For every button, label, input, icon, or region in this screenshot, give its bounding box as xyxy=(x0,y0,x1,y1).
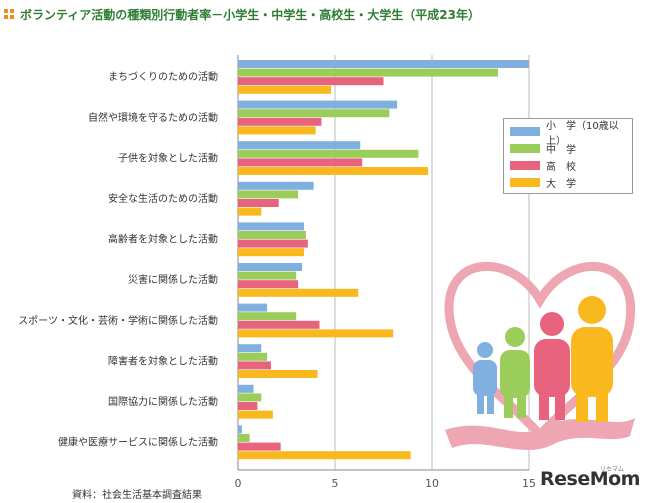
high-school-student-icon xyxy=(534,312,570,420)
legend-swatch-elementary xyxy=(510,127,540,136)
bars xyxy=(238,60,529,460)
title-row: ボランティア活動の種類別行動者率－小学生・中学生・高校生・大学生（平成23年） xyxy=(4,4,480,24)
chart-title: ボランティア活動の種類別行動者率－小学生・中学生・高校生・大学生（平成23年） xyxy=(20,7,480,22)
bar xyxy=(238,361,271,370)
elementary-child-icon xyxy=(473,342,497,414)
bar xyxy=(238,248,304,257)
bar xyxy=(238,320,320,329)
bar xyxy=(238,384,254,393)
bar xyxy=(238,68,498,77)
bar xyxy=(238,222,304,231)
bar xyxy=(238,303,268,312)
category-label: 障害者を対象とした活動 xyxy=(108,354,218,367)
category-label: 健康や医療サービスに関係した活動 xyxy=(58,436,218,449)
bar xyxy=(238,109,390,118)
bar xyxy=(238,231,306,239)
bar xyxy=(238,329,394,338)
bar xyxy=(238,271,297,280)
category-label: 高齢者を対象とした活動 xyxy=(108,233,218,246)
legend-label: 中 学 xyxy=(546,145,576,156)
bar xyxy=(238,199,279,207)
x-tick-label: 0 xyxy=(235,477,242,490)
legend-label: 小 学（10歳以上） xyxy=(546,120,619,147)
bar xyxy=(238,352,268,361)
bar xyxy=(238,239,308,248)
category-label: スポーツ・文化・芸術・学術に関係した活動 xyxy=(18,314,218,327)
bar xyxy=(238,402,258,410)
bar xyxy=(238,344,262,353)
x-tick-label: 5 xyxy=(332,477,339,490)
legend-swatch-junior-high xyxy=(510,144,540,153)
bar xyxy=(238,77,384,86)
bar xyxy=(238,60,529,68)
x-tick-label: 10 xyxy=(425,477,439,490)
legend-label: 高 校 xyxy=(546,162,576,173)
bar xyxy=(238,181,314,190)
legend-item: 中 学 xyxy=(510,140,626,157)
family-heart-illustration xyxy=(444,261,636,450)
junior-high-child-icon xyxy=(500,327,530,418)
title-marker-icon xyxy=(4,9,14,19)
bar xyxy=(238,393,262,402)
category-label: 災害に関係した活動 xyxy=(128,273,218,286)
bar xyxy=(238,190,299,199)
bar xyxy=(238,141,361,150)
legend-item: 小 学（10歳以上） xyxy=(510,121,626,147)
bar xyxy=(238,85,332,94)
bar xyxy=(238,280,299,289)
logo-ruby: リセマム xyxy=(600,466,625,473)
university-student-icon xyxy=(571,296,613,422)
bar xyxy=(238,425,242,434)
resemom-logo: ReseMom xyxy=(540,468,640,490)
source-note: 資料：社会生活基本調査結果 xyxy=(72,490,202,501)
bar xyxy=(238,312,297,321)
legend-swatch-high-school xyxy=(510,161,540,170)
category-label: 子供を対象とした活動 xyxy=(118,151,218,164)
bar xyxy=(238,126,316,135)
bar xyxy=(238,207,262,216)
bar xyxy=(238,370,318,378)
bar xyxy=(238,100,398,109)
bar xyxy=(238,451,411,460)
legend: 小 学（10歳以上） 中 学 高 校 大 学 xyxy=(503,118,633,194)
bar xyxy=(238,410,273,419)
category-labels: まちづくりのための活動自然や環境を守るための活動子供を対象とした活動安全な生活の… xyxy=(18,70,218,448)
bar xyxy=(238,158,363,167)
category-label: 自然や環境を守るための活動 xyxy=(88,111,218,124)
bar xyxy=(238,167,429,175)
bar xyxy=(238,288,359,297)
category-label: まちづくりのための活動 xyxy=(108,70,218,83)
ribbon-tail-icon xyxy=(445,418,635,450)
bar xyxy=(238,263,303,271)
legend-label: 大 学 xyxy=(546,179,576,190)
legend-swatch-university xyxy=(510,178,540,187)
bar xyxy=(238,117,322,126)
category-label: 国際協力に関係した活動 xyxy=(108,395,218,408)
legend-item: 大 学 xyxy=(510,174,626,191)
bar xyxy=(238,434,250,442)
legend-item: 高 校 xyxy=(510,157,626,174)
x-tick-label: 15 xyxy=(522,477,536,490)
x-axis-ticks: 0 5 10 15 xyxy=(235,477,537,490)
category-label: 安全な生活のための活動 xyxy=(108,192,218,205)
bar xyxy=(238,149,419,158)
bar xyxy=(238,442,281,451)
